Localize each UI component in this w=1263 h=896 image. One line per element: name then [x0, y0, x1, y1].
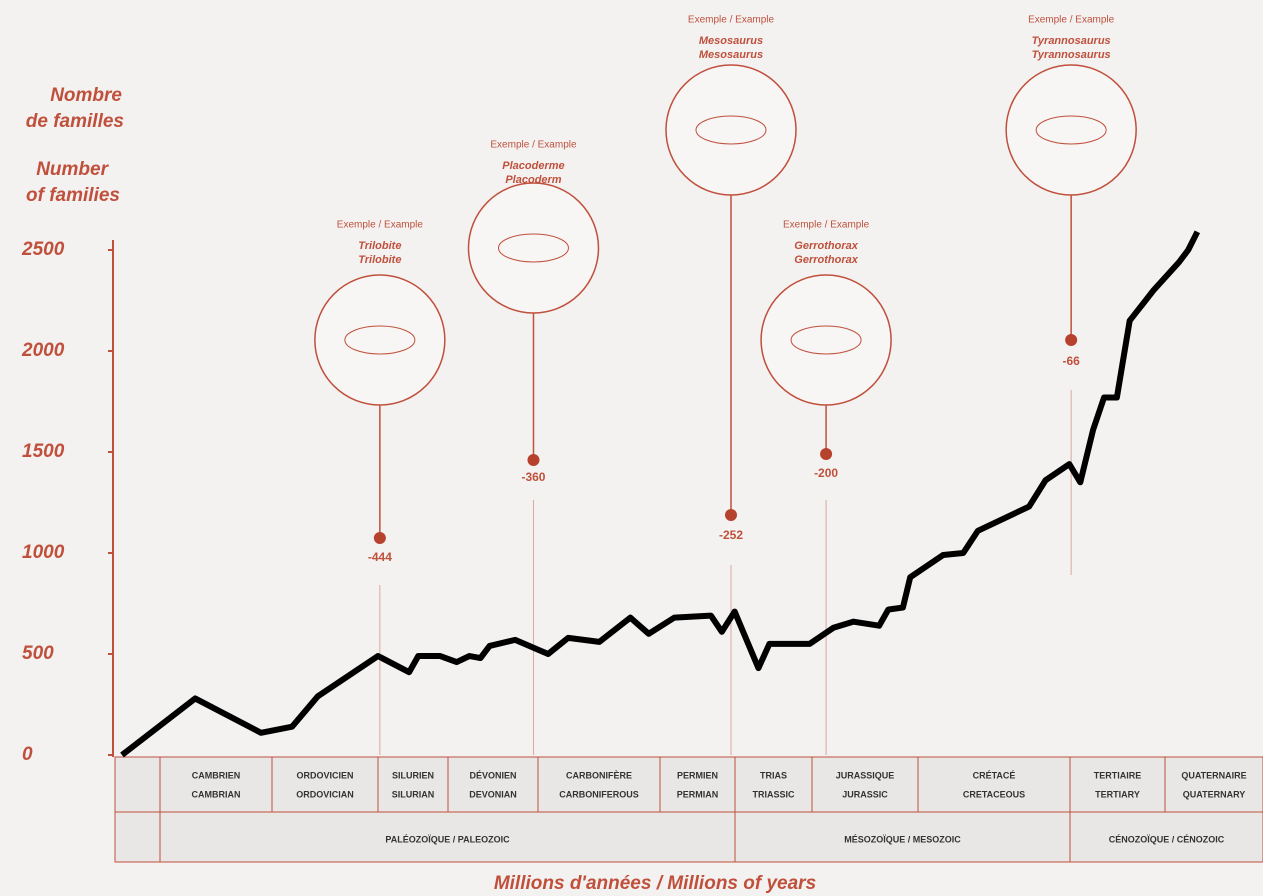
event-illustration [315, 275, 445, 405]
period-name: DEVONIAN [469, 789, 517, 799]
period-name: TRIAS [760, 770, 787, 780]
y-tick-label: 2000 [21, 340, 65, 361]
y-title: Nombre [50, 85, 122, 106]
event-illustration [761, 275, 891, 405]
event-year: -444 [368, 550, 392, 564]
x-title: Millions d'années / Millions of years [494, 873, 816, 894]
era-name: CÉNOZOÏQUE / CÉNOZOIC [1109, 834, 1225, 844]
period-name: TERTIARY [1095, 789, 1140, 799]
event-name: Trilobite [358, 240, 401, 252]
event-marker [725, 509, 737, 521]
event-caption: Exemple / Example [688, 15, 775, 26]
event-name: Placoderm [505, 174, 561, 186]
event-illustration [1006, 65, 1136, 195]
event-caption: Exemple / Example [490, 140, 577, 151]
event-caption: Exemple / Example [337, 220, 424, 231]
period-name: TRIASSIC [752, 789, 795, 799]
period-name: QUATERNAIRE [1181, 770, 1246, 780]
event-name: Trilobite [358, 254, 401, 266]
y-title: Number [36, 159, 109, 180]
y-tick-label: 0 [22, 744, 33, 765]
event-marker [374, 532, 386, 544]
event-year: -252 [719, 528, 743, 542]
event-marker [1065, 334, 1077, 346]
period-name: SILURIEN [392, 770, 434, 780]
event-caption: Exemple / Example [783, 220, 870, 231]
period-name: JURASSIQUE [836, 770, 895, 780]
y-tick-label: 1000 [22, 542, 65, 563]
chart: Nombre de familles Number of families Mi… [0, 0, 1263, 896]
event-name: Gerrothorax [794, 254, 858, 266]
event-year: -66 [1062, 354, 1080, 368]
y-tick-label: 500 [22, 643, 54, 664]
event-illustration [666, 65, 796, 195]
period-name: JURASSIC [842, 789, 888, 799]
event-year: -360 [521, 470, 545, 484]
y-title: de familles [26, 111, 124, 132]
y-tick-label: 1500 [22, 441, 65, 462]
event-marker [820, 448, 832, 460]
period-name: DÉVONIEN [469, 770, 516, 780]
period-name: QUATERNARY [1183, 789, 1246, 799]
era-name: MÉSOZOÏQUE / MESOZOIC [844, 834, 961, 844]
period-name: CARBONIFEROUS [559, 789, 639, 799]
period-name: CAMBRIEN [192, 770, 241, 780]
event-caption: Exemple / Example [1028, 15, 1115, 26]
period-name: SILURIAN [392, 789, 435, 799]
period-name: CAMBRIAN [192, 789, 241, 799]
event-name: Placoderme [502, 160, 564, 172]
y-title: of families [26, 185, 120, 206]
event-illustration [468, 183, 598, 313]
event-name: Mesosaurus [699, 49, 763, 61]
event-name: Tyrannosaurus [1032, 49, 1111, 61]
period-name: PERMIAN [677, 789, 719, 799]
period-name: CRETACEOUS [963, 789, 1025, 799]
period-name: CRÉTACÉ [973, 770, 1016, 780]
period-name: ORDOVICIAN [296, 789, 354, 799]
event-name: Gerrothorax [794, 240, 858, 252]
y-tick-label: 2500 [21, 239, 65, 260]
data-line [122, 232, 1197, 755]
period-name: CARBONIFÈRE [566, 770, 632, 780]
period-name: TERTIAIRE [1094, 770, 1142, 780]
period-name: PERMIEN [677, 770, 718, 780]
event-marker [527, 454, 539, 466]
event-year: -200 [814, 466, 838, 480]
event-name: Mesosaurus [699, 35, 763, 47]
event-name: Tyrannosaurus [1032, 35, 1111, 47]
era-name: PALÉOZOÏQUE / PALEOZOIC [385, 834, 510, 844]
period-name: ORDOVICIEN [296, 770, 353, 780]
